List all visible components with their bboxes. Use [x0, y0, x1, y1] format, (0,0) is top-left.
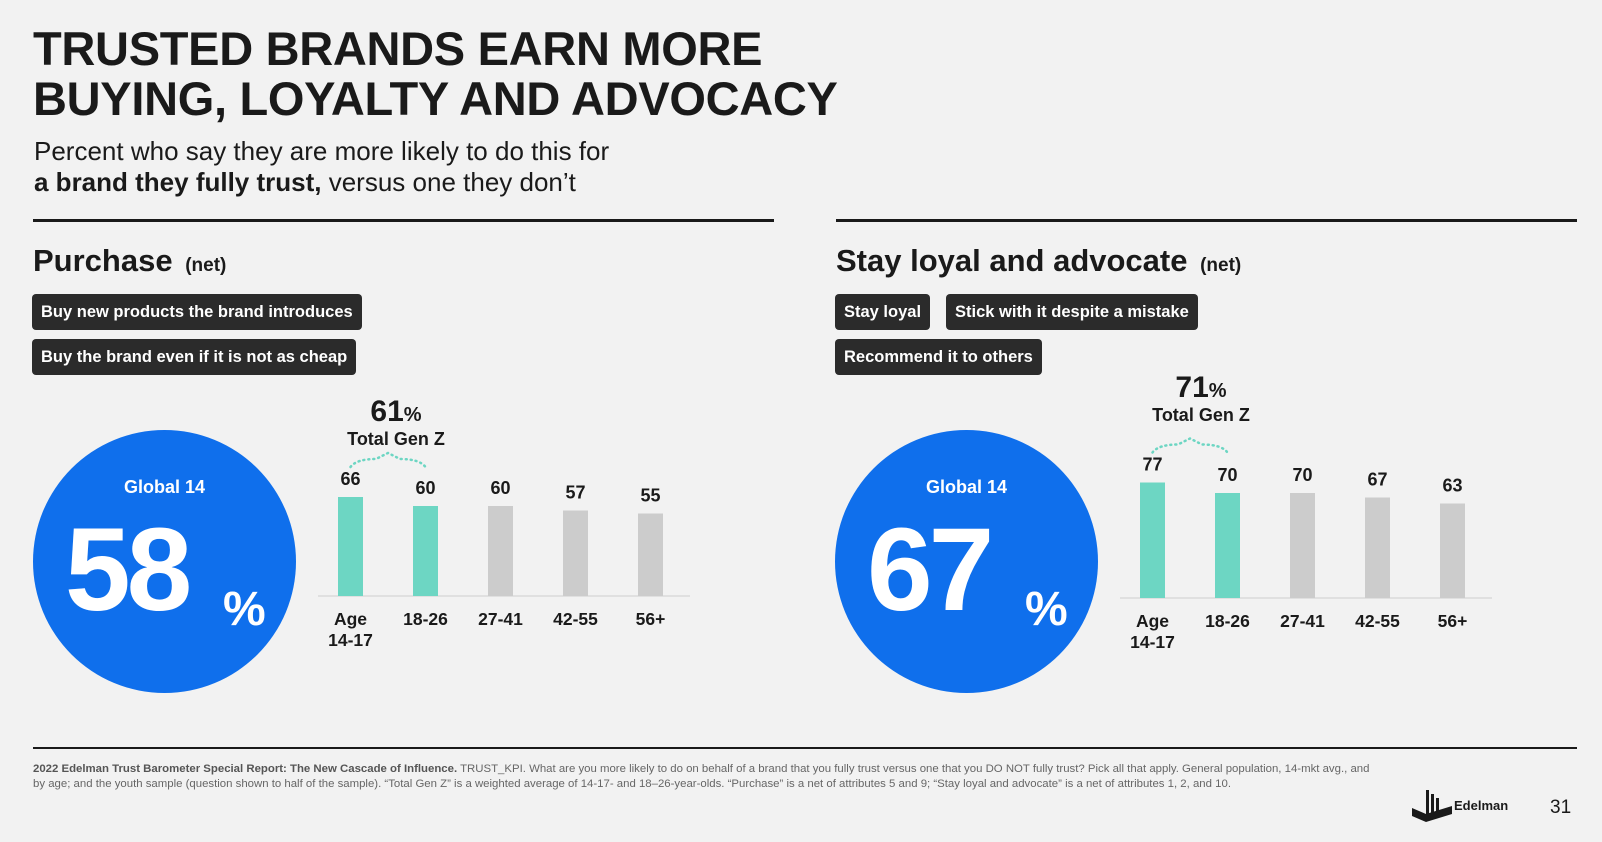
edelman-logo-icon — [1412, 790, 1452, 822]
right-genz-number: 71 — [1175, 371, 1209, 404]
right-genz-bracket — [1151, 437, 1229, 454]
left-global-circle: Global 14 58 % — [33, 430, 296, 693]
right-global-value: 67 — [867, 504, 994, 636]
left-genz-bracket — [349, 451, 427, 469]
left-global-label: Global 14 — [123, 477, 206, 497]
right-bar-2 — [1290, 493, 1315, 598]
right-category-label-1: 18-26 — [1205, 611, 1250, 631]
left-value-label-3: 57 — [565, 483, 585, 503]
page-subtitle: Percent who say they are more likely to … — [34, 136, 609, 198]
left-value-label-1: 60 — [415, 478, 435, 498]
right-category-label-4: 56+ — [1438, 611, 1468, 631]
left-category-label-4: 56+ — [636, 609, 666, 629]
footer-divider — [33, 747, 1577, 749]
left-category-label-2: 27-41 — [478, 609, 523, 629]
right-global-circle: Global 14 67 % — [835, 430, 1098, 693]
left-section-title: Purchase (net) — [33, 243, 226, 279]
pill-stay-loyal: Stay loyal — [835, 294, 931, 330]
right-value-label-4: 63 — [1442, 476, 1462, 496]
left-category-label-0-line1: 14-17 — [328, 630, 373, 650]
right-global-label: Global 14 — [925, 477, 1008, 497]
title-line-1: TRUSTED BRANDS EARN MORE — [33, 22, 763, 75]
right-global-percent: % — [1025, 583, 1068, 636]
footnote-body: TRUST_KPI. What are you more likely to d… — [33, 763, 1370, 790]
left-value-label-2: 60 — [490, 478, 510, 498]
left-genz-number: 61 — [370, 395, 404, 428]
left-genz-percent: % — [403, 404, 422, 426]
right-genz-value: 71% — [1131, 371, 1271, 405]
right-genz-callout: 71% Total Gen Z — [1131, 371, 1271, 426]
pill-recommend-to-others: Recommend it to others — [835, 339, 1042, 375]
edelman-logo-text: Edelman — [1454, 798, 1509, 813]
right-category-label-2: 27-41 — [1280, 611, 1325, 631]
right-category-label-0-line0: Age — [1136, 611, 1169, 631]
left-bar-2 — [488, 506, 513, 596]
left-genz-value: 61% — [326, 395, 466, 429]
right-title-text: Stay loyal and advocate — [836, 243, 1188, 278]
pill-buy-even-not-cheap: Buy the brand even if it is not as cheap — [32, 339, 357, 375]
left-category-label-0-line0: Age — [334, 609, 367, 629]
right-genz-label: Total Gen Z — [1152, 405, 1250, 425]
right-title-suffix: (net) — [1200, 255, 1242, 276]
right-category-label-3: 42-55 — [1355, 611, 1400, 631]
left-divider — [33, 219, 774, 222]
left-category-label-3: 42-55 — [553, 609, 598, 629]
left-global-value: 58 — [65, 504, 192, 636]
left-bar-1 — [413, 506, 438, 596]
subtitle-line-1: Percent who say they are more likely to … — [34, 136, 610, 166]
right-value-label-2: 70 — [1292, 465, 1312, 485]
left-value-label-4: 55 — [640, 486, 660, 506]
subtitle-bold: a brand they fully trust, — [34, 167, 322, 197]
left-genz-callout: 61% Total Gen Z — [326, 395, 466, 450]
left-global-percent: % — [223, 583, 266, 636]
right-value-label-0: 77 — [1142, 455, 1162, 475]
right-bar-4 — [1440, 503, 1465, 598]
left-category-label-1: 18-26 — [403, 609, 448, 629]
right-value-label-1: 70 — [1217, 465, 1237, 485]
left-genz-label: Total Gen Z — [347, 429, 445, 449]
left-bar-0 — [338, 497, 363, 596]
pill-stick-despite-mistake: Stick with it despite a mistake — [946, 294, 1198, 330]
right-section-title: Stay loyal and advocate (net) — [836, 243, 1241, 279]
left-title-suffix: (net) — [185, 255, 227, 276]
left-bar-3 — [563, 510, 588, 596]
page-number: 31 — [1550, 797, 1572, 818]
left-value-label-0: 66 — [340, 469, 360, 489]
title-line-2: BUYING, LOYALTY AND ADVOCACY — [33, 72, 838, 125]
right-divider — [836, 219, 1577, 222]
right-bar-0 — [1140, 482, 1165, 598]
right-genz-percent: % — [1208, 380, 1227, 402]
source-footnote: 2022 Edelman Trust Barometer Special Rep… — [33, 762, 1373, 792]
subtitle-rest: versus one they don’t — [321, 167, 576, 197]
right-bar-3 — [1365, 497, 1390, 598]
left-bar-4 — [638, 513, 663, 596]
left-title-text: Purchase — [33, 243, 173, 278]
pill-buy-new-products: Buy new products the brand introduces — [32, 294, 362, 330]
page-title: TRUSTED BRANDS EARN MORE BUYING, LOYALTY… — [33, 24, 838, 124]
right-value-label-3: 67 — [1367, 470, 1387, 490]
right-bar-1 — [1215, 493, 1240, 598]
right-category-label-0-line1: 14-17 — [1130, 632, 1175, 652]
footnote-source: 2022 Edelman Trust Barometer Special Rep… — [33, 763, 458, 775]
